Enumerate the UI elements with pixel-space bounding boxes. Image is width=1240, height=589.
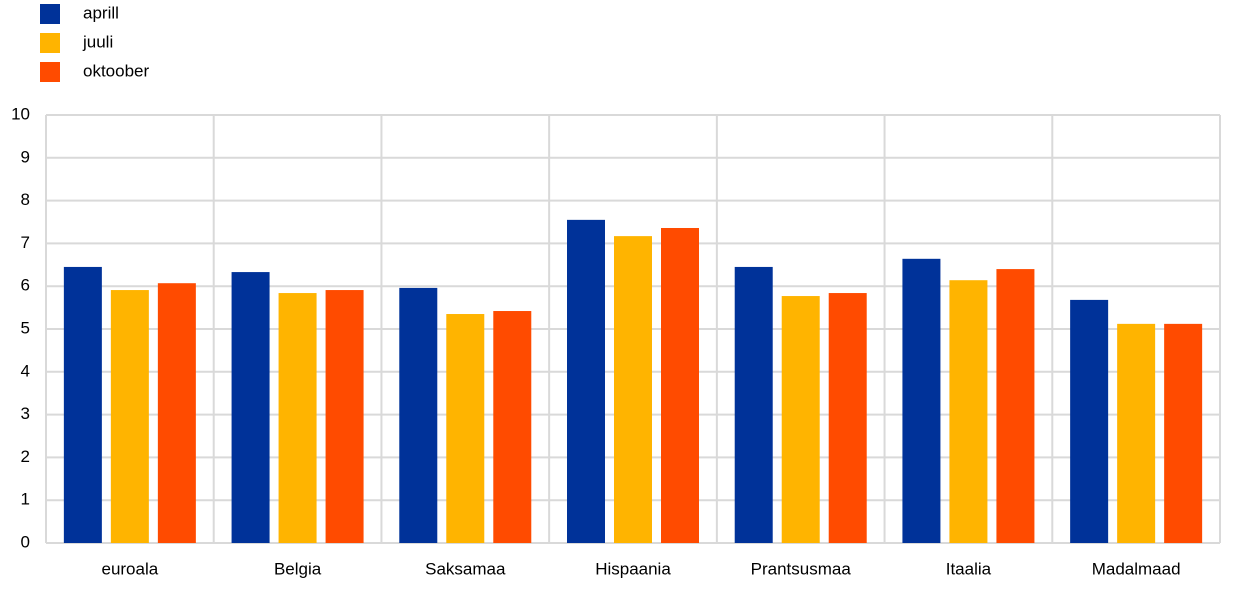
bar bbox=[1070, 299, 1109, 543]
legend-swatch bbox=[40, 62, 60, 82]
y-tick-label: 8 bbox=[21, 190, 30, 209]
bar bbox=[1117, 323, 1156, 543]
bar bbox=[996, 269, 1035, 543]
bar bbox=[110, 290, 149, 543]
x-tick-label: euroala bbox=[101, 559, 158, 578]
y-tick-label: 10 bbox=[11, 104, 30, 123]
bar bbox=[1164, 323, 1203, 543]
y-tick-label: 3 bbox=[21, 404, 30, 423]
bar bbox=[781, 296, 820, 543]
bar bbox=[399, 287, 438, 543]
x-tick-label: Madalmaad bbox=[1092, 559, 1181, 578]
bar bbox=[902, 258, 941, 543]
x-tick-label: Itaalia bbox=[946, 559, 992, 578]
bar bbox=[567, 219, 605, 544]
legend-label: juuli bbox=[82, 32, 113, 51]
bar bbox=[734, 266, 773, 543]
x-tick-label: Hispaania bbox=[595, 559, 671, 578]
bar bbox=[63, 266, 102, 543]
bar bbox=[231, 272, 270, 543]
legend-swatch bbox=[40, 33, 60, 53]
bar bbox=[614, 236, 652, 543]
y-tick-label: 4 bbox=[21, 361, 30, 380]
x-tick-label: Belgia bbox=[274, 559, 322, 578]
bar bbox=[949, 280, 988, 543]
y-tick-label: 2 bbox=[21, 447, 30, 466]
legend-label: aprill bbox=[83, 3, 119, 22]
y-tick-label: 5 bbox=[21, 318, 30, 337]
bar bbox=[493, 311, 532, 543]
y-tick-label: 1 bbox=[21, 490, 30, 509]
y-tick-label: 0 bbox=[21, 532, 30, 551]
bar bbox=[661, 227, 699, 543]
bar bbox=[325, 290, 364, 543]
bar bbox=[157, 283, 196, 543]
y-tick-label: 9 bbox=[21, 147, 30, 166]
y-tick-label: 7 bbox=[21, 233, 30, 252]
y-tick-label: 6 bbox=[21, 276, 30, 295]
legend-swatch bbox=[40, 4, 60, 24]
x-tick-label: Saksamaa bbox=[425, 559, 506, 578]
legend-label: oktoober bbox=[83, 61, 149, 80]
bar bbox=[828, 293, 867, 543]
bar bbox=[278, 293, 317, 543]
x-tick-label: Prantsusmaa bbox=[751, 559, 852, 578]
bar bbox=[446, 314, 485, 543]
